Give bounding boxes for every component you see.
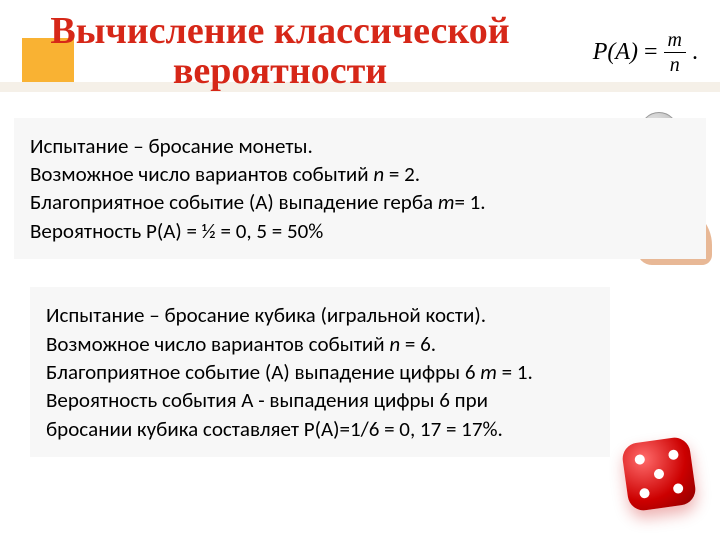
- page-title: Вычисление классической вероятности: [30, 12, 530, 92]
- b1-line1: Испытание – бросание монеты.: [30, 132, 690, 160]
- formula-numerator: m: [664, 30, 686, 53]
- b1-line3: Благоприятное событие (А) выпадение герб…: [30, 188, 690, 216]
- b2-line1: Испытание – бросание кубика (игральной к…: [46, 301, 594, 329]
- formula-fraction: m n: [664, 30, 686, 75]
- b2-line4: Вероятность события А - выпадения цифры …: [46, 386, 594, 414]
- title-line-1: Вычисление классической: [50, 10, 509, 52]
- b2-line2: Возможное число вариантов событий n = 6.: [46, 330, 594, 358]
- formula-eq: =: [644, 39, 658, 66]
- title-line-2: вероятности: [173, 50, 387, 92]
- formula-dot: .: [692, 39, 698, 66]
- formula-denominator: n: [670, 53, 680, 75]
- formula-lhs: P(A): [593, 39, 638, 66]
- b2-line5: бросании кубика составляет Р(А)=1/6 = 0,…: [46, 415, 594, 443]
- probability-formula: P(A) = m n .: [593, 30, 698, 75]
- example-block-coin: Испытание – бросание монеты. Возможное ч…: [14, 118, 706, 259]
- title-area: Вычисление классической вероятности P(A)…: [0, 0, 720, 100]
- b2-line3: Благоприятное событие (А) выпадение цифр…: [46, 358, 594, 386]
- b1-line2: Возможное число вариантов событий n = 2.: [30, 160, 690, 188]
- dice-icon: [625, 440, 700, 515]
- b1-line4: Вероятность Р(А) = ½ = 0, 5 = 50%: [30, 217, 690, 245]
- example-block-dice: Испытание – бросание кубика (игральной к…: [30, 287, 610, 457]
